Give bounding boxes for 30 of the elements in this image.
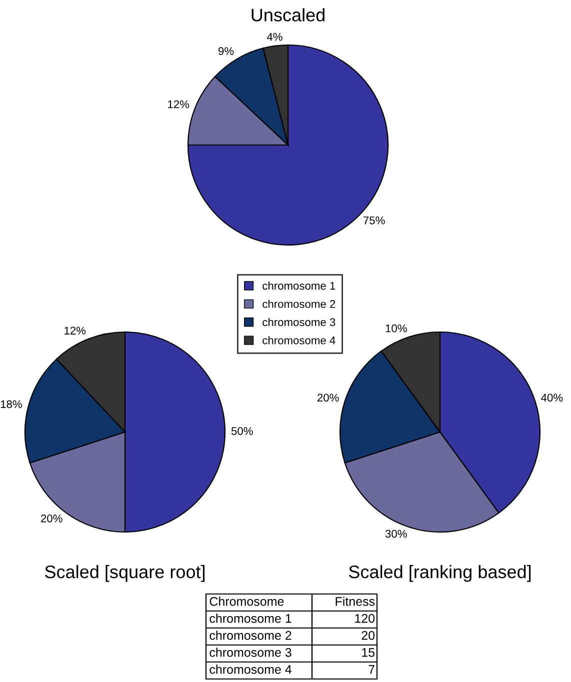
text: 20 (362, 631, 375, 640)
chart-title: Unscaled (252, 8, 324, 22)
data-label: 12% (64, 326, 86, 335)
data-label: 40% (541, 394, 563, 402)
text: chromosome 1 (210, 614, 292, 623)
legend-label: chromosome 3 (262, 318, 336, 326)
data-label: 20% (41, 514, 62, 522)
text: 15 (362, 648, 375, 657)
text: Scaled [square root] (45, 565, 205, 582)
data-label: 9% (218, 47, 234, 56)
text: chromosome 3 (210, 648, 292, 657)
data-label: 75% (364, 216, 385, 224)
text: Scaled [ranking based] (348, 565, 531, 582)
data-label: 20% (318, 394, 339, 402)
data-label: 12% (168, 100, 190, 108)
pie-slice (187, 44, 389, 246)
data-label: 18% (0, 400, 22, 408)
text: Fitness (336, 596, 375, 606)
text: chromosome 4 (210, 664, 292, 674)
text: 7 (368, 665, 374, 674)
text: chromosome 2 (210, 630, 292, 640)
text: Chromosome (210, 596, 284, 606)
data-label: 4% (266, 33, 282, 41)
data-label: 10% (386, 324, 407, 332)
legend-label: chromosome 2 (262, 300, 336, 308)
legend-label: chromosome 4 (262, 336, 336, 344)
text: 120 (355, 614, 375, 623)
data-label: 50% (231, 427, 253, 435)
legend-label: chromosome 1 (262, 282, 336, 290)
data-label: 30% (385, 530, 407, 538)
